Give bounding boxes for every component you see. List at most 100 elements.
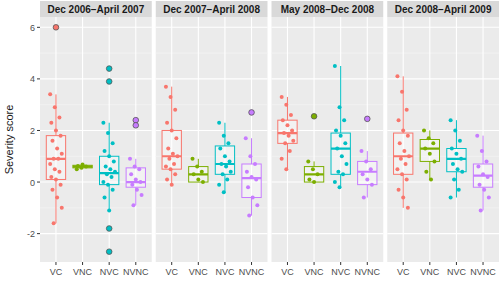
grid-line-x <box>456 17 457 262</box>
whisker <box>403 174 404 208</box>
point <box>487 196 491 200</box>
grid-line <box>156 78 268 79</box>
point <box>290 128 294 132</box>
grid-line <box>40 233 152 234</box>
point <box>282 131 286 135</box>
point <box>166 147 170 151</box>
point <box>280 157 284 161</box>
point <box>407 154 411 158</box>
outlier <box>106 66 112 72</box>
point <box>222 190 226 194</box>
grid-line-x <box>109 17 110 262</box>
facet-title: May 2008–Dec 2008 <box>281 4 375 15</box>
median <box>162 155 181 157</box>
point <box>195 165 199 169</box>
x-tick-label: VNC <box>73 267 93 277</box>
point <box>460 170 464 174</box>
x-tick-label: NVNC <box>355 267 381 277</box>
point <box>200 170 204 174</box>
marks <box>46 25 145 255</box>
point <box>218 147 222 151</box>
minor-grid <box>156 104 268 105</box>
point <box>108 167 112 171</box>
point <box>112 159 116 163</box>
point <box>401 196 405 200</box>
point <box>307 177 311 181</box>
grid-line <box>387 233 499 234</box>
whisker <box>456 172 457 198</box>
box <box>162 130 181 169</box>
point <box>485 159 489 163</box>
y-tick <box>37 233 40 234</box>
grid-line-x <box>482 17 483 262</box>
x-tick <box>314 262 315 265</box>
x-tick-label: NVC <box>331 267 351 277</box>
point <box>370 183 374 187</box>
point <box>481 172 485 176</box>
panel <box>40 17 152 262</box>
outlier <box>53 25 59 31</box>
point <box>338 185 342 189</box>
whisker <box>109 123 110 157</box>
point <box>228 159 232 163</box>
point <box>59 134 63 138</box>
point <box>362 196 366 200</box>
x-tick-label: VNC <box>420 267 440 277</box>
point <box>342 118 346 122</box>
point <box>404 162 408 166</box>
point <box>450 147 454 151</box>
point <box>109 175 113 179</box>
point <box>191 157 195 161</box>
point <box>107 208 111 212</box>
minor-grid <box>272 207 384 208</box>
x-tick-label: NVC <box>447 267 467 277</box>
box <box>304 167 323 182</box>
x-tick <box>109 262 110 265</box>
point <box>165 177 169 181</box>
point <box>171 152 175 156</box>
point <box>246 185 250 189</box>
outlier <box>106 79 112 85</box>
point <box>312 180 316 184</box>
whisker <box>340 174 341 187</box>
point <box>398 141 402 145</box>
x-tick <box>287 262 288 265</box>
point <box>164 85 168 89</box>
point <box>250 175 254 179</box>
point <box>283 141 287 145</box>
point <box>59 183 63 187</box>
point <box>431 141 435 145</box>
point <box>217 183 221 187</box>
whisker <box>287 97 288 120</box>
x-tick <box>456 262 457 265</box>
point <box>135 188 139 192</box>
point <box>361 172 365 176</box>
facet-title: Dec 2007–April 2008 <box>163 4 260 15</box>
point <box>316 172 320 176</box>
strip <box>156 1 268 17</box>
point <box>173 108 177 112</box>
median <box>420 147 439 149</box>
point <box>454 152 458 156</box>
whisker <box>171 87 172 131</box>
point <box>84 165 88 169</box>
point <box>167 157 171 161</box>
point <box>170 183 174 187</box>
point <box>133 165 137 169</box>
grid-line-x <box>224 17 225 262</box>
point <box>397 118 401 122</box>
point <box>289 113 293 117</box>
point <box>48 92 52 96</box>
point <box>60 152 64 156</box>
whisker <box>224 174 225 192</box>
point <box>449 118 453 122</box>
point <box>254 177 258 181</box>
point <box>219 162 223 166</box>
box <box>100 156 119 184</box>
point <box>192 172 196 176</box>
point <box>129 172 133 176</box>
minor-grid <box>387 207 499 208</box>
point <box>365 177 369 181</box>
point <box>401 128 405 132</box>
point <box>251 196 255 200</box>
